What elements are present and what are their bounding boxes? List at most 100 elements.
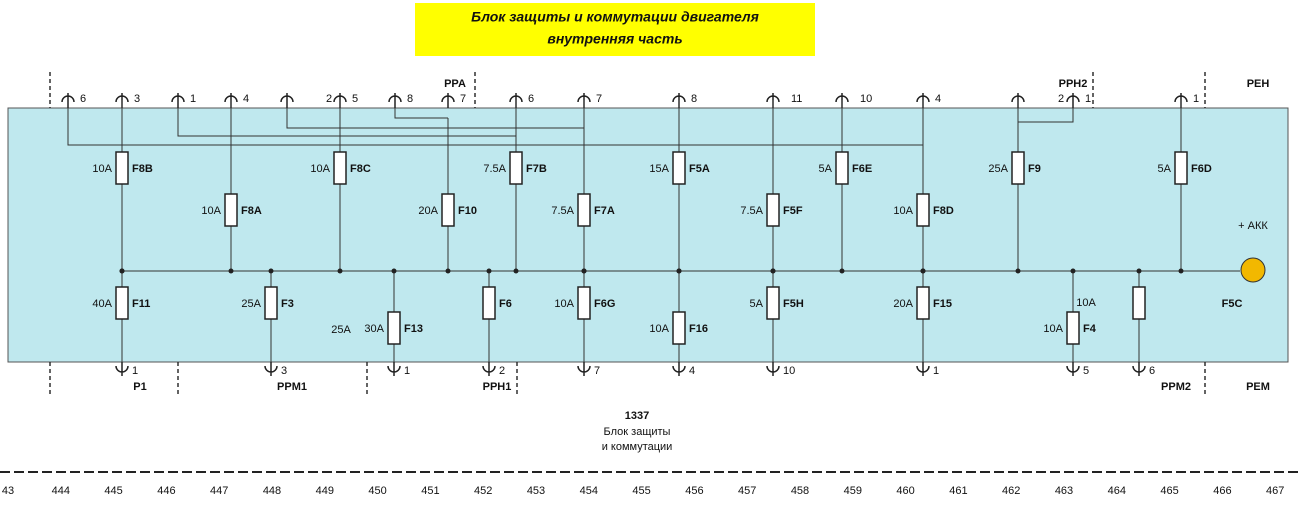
fuse (482, 286, 496, 320)
fuse (672, 151, 686, 185)
pin-label: 1 (132, 365, 138, 377)
pin (115, 362, 129, 376)
stray-rating: 10A (1076, 297, 1096, 309)
pin (387, 362, 401, 376)
pin (171, 93, 185, 108)
fuse-rating: 10A (554, 298, 574, 310)
pin (577, 362, 591, 376)
junction (676, 268, 682, 274)
fuse-rating: 20A (418, 205, 438, 217)
connector-separators (0, 72, 1298, 473)
fuse-name: F15 (933, 298, 952, 310)
pin-label: 6 (80, 93, 86, 105)
fuse-rating: 25A (988, 163, 1008, 175)
fuse-name: F6G (594, 298, 615, 310)
ruler-label: 446 (157, 485, 175, 497)
fuse-name: F5F (783, 205, 803, 217)
stray-rating: 25A (331, 324, 351, 336)
fuse-rating: 25A (241, 298, 261, 310)
fuse-name: F8D (933, 205, 954, 217)
ruler-label: 448 (263, 485, 281, 497)
junction (1136, 268, 1142, 274)
pin-label: 3 (134, 93, 140, 105)
ruler-label: 455 (632, 485, 650, 497)
connector-label: PPM2 (1161, 381, 1191, 393)
ruler-label: 459 (844, 485, 862, 497)
ruler-label: 449 (316, 485, 334, 497)
fuse-rating: 15A (649, 163, 669, 175)
pin-label: 8 (691, 93, 697, 105)
fuse (115, 151, 129, 185)
pin (61, 93, 75, 108)
pin (766, 362, 780, 376)
battery-label: + АКК (1238, 220, 1268, 232)
ruler-label: 445 (104, 485, 122, 497)
fuse-rating: 7.5A (483, 163, 506, 175)
pin (388, 93, 402, 108)
fuse-rating: 10A (201, 205, 221, 217)
fuse-rating: 10A (893, 205, 913, 217)
junction (920, 268, 926, 274)
connector-label: PPH2 (1059, 78, 1088, 90)
pin (1066, 362, 1080, 376)
pin-label: 10 (783, 365, 795, 377)
fuse-rating: 7.5A (740, 205, 763, 217)
pin-label: 6 (1149, 365, 1155, 377)
junction (337, 268, 343, 274)
fuse-name: F6E (852, 163, 872, 175)
junction (391, 268, 397, 274)
fuse (264, 286, 278, 320)
pin-label: 5 (1083, 365, 1089, 377)
pin-label: 2 (326, 93, 332, 105)
pin (280, 93, 294, 108)
fuse-rating: 30A (364, 323, 384, 335)
ruler-label: 460 (896, 485, 914, 497)
junction (486, 268, 492, 274)
connector-label: PPA (444, 78, 466, 90)
junction (839, 268, 845, 274)
pin-label: 2 (499, 365, 505, 377)
fuse (1174, 151, 1188, 185)
pin-label: 10 (860, 93, 872, 105)
pin (264, 362, 278, 376)
fuse-name: F6D (1191, 163, 1212, 175)
junction (1070, 268, 1076, 274)
fuse-name: F3 (281, 298, 294, 310)
fuse (1011, 151, 1025, 185)
fuse-rating: 10A (1043, 323, 1063, 335)
fuse-rating: 7.5A (551, 205, 574, 217)
fuse-name: F7B (526, 163, 547, 175)
fuse (672, 311, 686, 345)
title-box (415, 3, 815, 56)
pin-label: 4 (689, 365, 695, 377)
pin (1132, 362, 1146, 376)
fuse-name: F11 (132, 298, 150, 310)
fuse-rating: 5A (750, 298, 764, 310)
fuse (115, 286, 129, 320)
junction (228, 268, 234, 274)
title: Блок защиты и коммутации двигателя (471, 9, 759, 25)
fuse-rating: 10A (310, 163, 330, 175)
pin-label: 4 (243, 93, 249, 105)
pin-label: 4 (935, 93, 941, 105)
ruler-label: 444 (52, 485, 70, 497)
pin-label: 7 (596, 93, 602, 105)
fuse (766, 286, 780, 320)
pin-label: 1 (1085, 93, 1091, 105)
ruler-label: 456 (685, 485, 703, 497)
battery-fuse-name: F5C (1222, 298, 1243, 310)
fuse-rating: 20A (893, 298, 913, 310)
connector-label: P1 (133, 381, 146, 393)
pin (916, 362, 930, 376)
fuse-rating: 10A (92, 163, 112, 175)
caption: и коммутации (602, 441, 673, 453)
ruler-label: 463 (1055, 485, 1073, 497)
ruler-label: 467 (1266, 485, 1284, 497)
fuse-name: F8A (241, 205, 262, 217)
ruler-label: 464 (1108, 485, 1126, 497)
pin (672, 362, 686, 376)
caption: 1337 (625, 410, 649, 422)
ruler-label: 466 (1213, 485, 1231, 497)
pin-label: 3 (281, 365, 287, 377)
fuse (509, 151, 523, 185)
